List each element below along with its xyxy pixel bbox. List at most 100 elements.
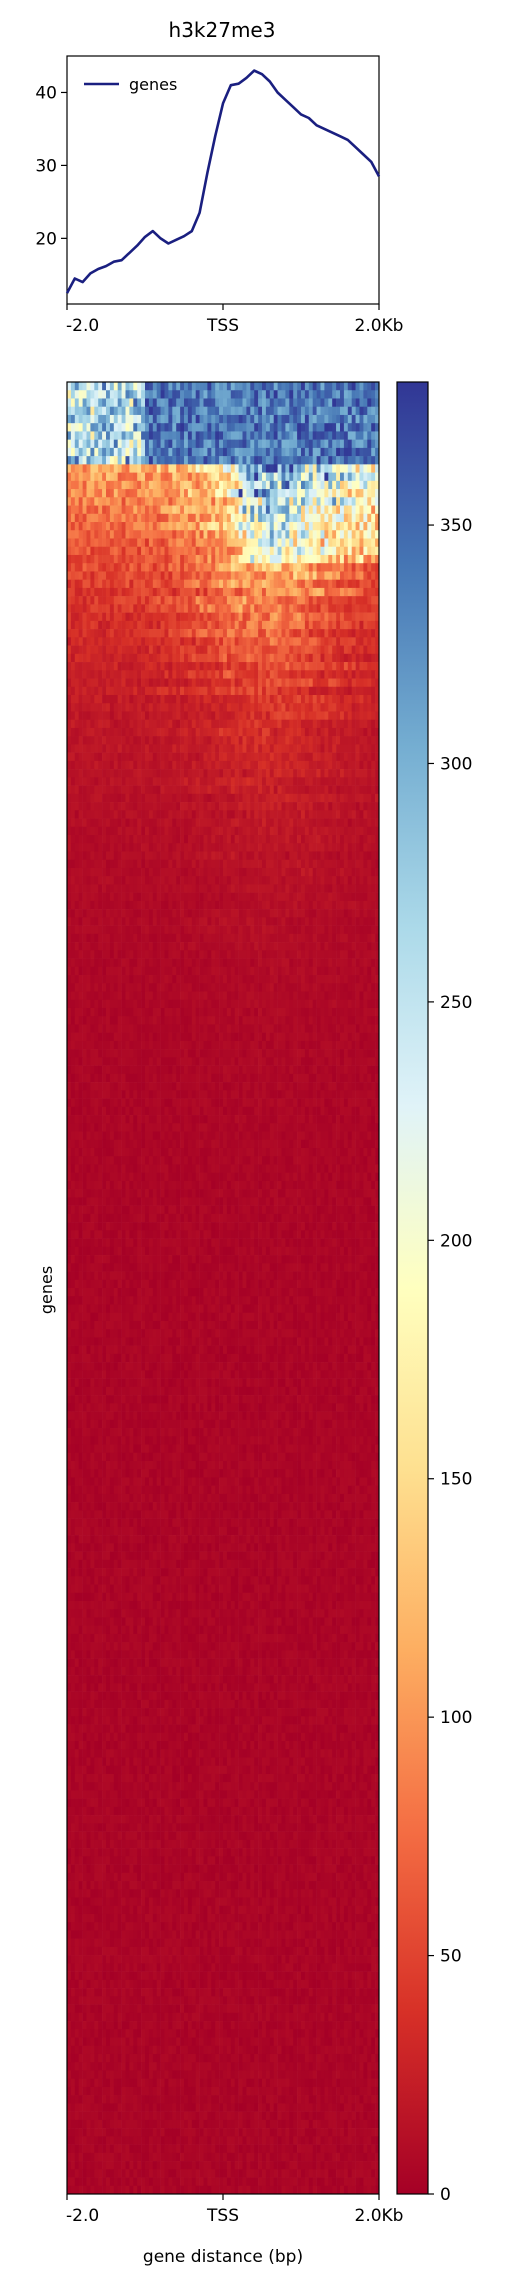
heatmap-cell: [114, 588, 118, 597]
heatmap-cell: [332, 596, 336, 605]
heatmap-cell: [282, 769, 286, 778]
heatmap-cell: [278, 777, 282, 786]
heatmap-cell: [133, 860, 137, 869]
heatmap-cell: [266, 662, 270, 671]
heatmap-cell: [215, 547, 219, 556]
heatmap-cell: [176, 489, 180, 498]
heatmap-cell: [79, 382, 83, 391]
heatmap-cell: [239, 431, 243, 440]
heatmap-cell: [207, 802, 211, 811]
heatmap-cell: [90, 506, 94, 515]
heatmap-cell: [211, 522, 215, 531]
heatmap-cell: [172, 851, 176, 860]
heatmap-cell: [204, 464, 208, 473]
heatmap-cell: [157, 580, 161, 589]
heatmap-cell: [149, 736, 153, 745]
heatmap-cell: [145, 522, 149, 531]
heatmap-cell: [219, 613, 223, 622]
heatmap-cell: [90, 423, 94, 432]
heatmap-cell: [207, 390, 211, 399]
heatmap-cell: [293, 497, 297, 506]
heatmap-cell: [98, 489, 102, 498]
heatmap-cell: [305, 440, 309, 449]
heatmap-cell: [126, 481, 130, 490]
heatmap-cell: [254, 654, 258, 663]
heatmap-cell: [340, 407, 344, 416]
heatmap-cell: [98, 407, 102, 416]
heatmap-cell: [192, 703, 196, 712]
heatmap-cell: [352, 637, 356, 646]
heatmap-cell: [340, 736, 344, 745]
heatmap-cell: [293, 506, 297, 515]
heatmap-cell: [262, 547, 266, 556]
heatmap-cell: [102, 662, 106, 671]
heatmap-cell: [282, 621, 286, 630]
heatmap-cell: [133, 481, 137, 490]
heatmap-cell: [266, 810, 270, 819]
heatmap-cell: [285, 843, 289, 852]
heatmap-cell: [172, 835, 176, 844]
heatmap-cell: [278, 604, 282, 613]
heatmap-cell: [149, 382, 153, 391]
heatmap-cell: [196, 497, 200, 506]
heatmap-cell: [340, 398, 344, 407]
heatmap-cell: [297, 835, 301, 844]
heatmap-cell: [324, 522, 328, 531]
heatmap-cell: [83, 736, 87, 745]
heatmap-cell: [332, 637, 336, 646]
heatmap-cell: [172, 753, 176, 762]
heatmap-cell: [328, 843, 332, 852]
heatmap-cell: [145, 456, 149, 465]
heatmap-cell: [149, 670, 153, 679]
heatmap-cell: [352, 555, 356, 564]
heatmap-cell: [246, 448, 250, 457]
heatmap-cell: [262, 637, 266, 646]
heatmap-cell: [324, 621, 328, 630]
heatmap-cell: [254, 382, 258, 391]
heatmap-cell: [168, 843, 172, 852]
heatmap-cell: [106, 514, 110, 523]
heatmap-cell: [219, 497, 223, 506]
heatmap-cell: [118, 753, 122, 762]
heatmap-cell: [172, 431, 176, 440]
heatmap-cell: [371, 703, 375, 712]
heatmap-cell: [211, 777, 215, 786]
heatmap-cell: [98, 563, 102, 572]
heatmap-cell: [129, 530, 133, 539]
heatmap-cell: [204, 538, 208, 547]
heatmap-cell: [204, 497, 208, 506]
heatmap-cell: [153, 819, 157, 828]
heatmap-cell: [227, 860, 231, 869]
heatmap-cell: [168, 670, 172, 679]
heatmap-cell: [180, 777, 184, 786]
heatmap-cell: [352, 835, 356, 844]
heatmap-cell: [180, 761, 184, 770]
heatmap-cell: [219, 604, 223, 613]
heatmap-cell: [262, 670, 266, 679]
heatmap-cell: [363, 497, 367, 506]
heatmap-cell: [258, 662, 262, 671]
heatmap-cell: [94, 514, 98, 523]
heatmap-cell: [293, 571, 297, 580]
heatmap-cell: [363, 456, 367, 465]
heatmap-cell: [94, 777, 98, 786]
heatmap-cell: [371, 654, 375, 663]
heatmap-cell: [274, 629, 278, 638]
heatmap-cell: [336, 761, 340, 770]
heatmap-cell: [227, 819, 231, 828]
heatmap-cell: [348, 547, 352, 556]
heatmap-cell: [207, 547, 211, 556]
heatmap-cell: [83, 604, 87, 613]
heatmap-cell: [363, 555, 367, 564]
heatmap-cell: [114, 744, 118, 753]
heatmap-cell: [258, 604, 262, 613]
heatmap-cell: [301, 711, 305, 720]
heatmap-cell: [278, 538, 282, 547]
heatmap-cell: [110, 440, 114, 449]
heatmap-cell: [278, 473, 282, 482]
heatmap-cell: [282, 884, 286, 893]
heatmap-cell: [336, 753, 340, 762]
heatmap-cell: [223, 530, 227, 539]
heatmap-cell: [313, 522, 317, 531]
heatmap-cell: [172, 629, 176, 638]
